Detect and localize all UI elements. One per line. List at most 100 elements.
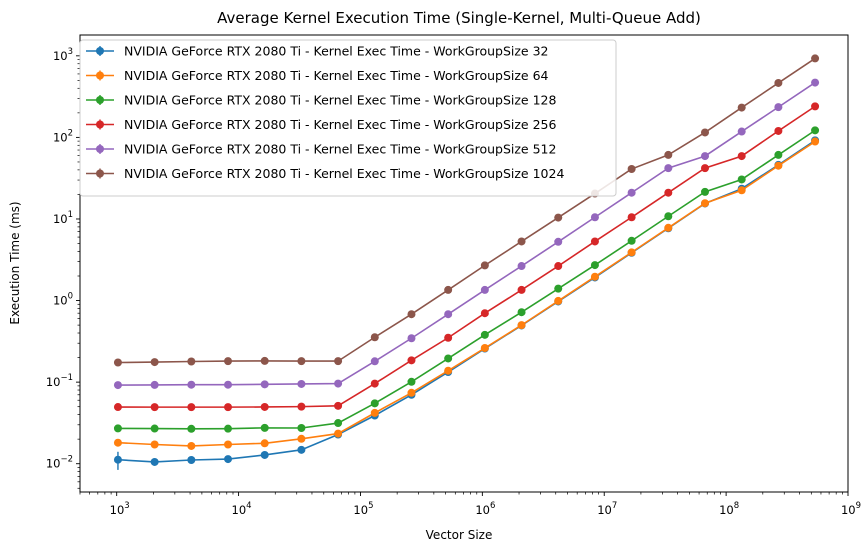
data-point bbox=[480, 344, 489, 353]
data-point bbox=[774, 78, 783, 87]
data-point bbox=[774, 103, 783, 112]
data-point bbox=[774, 161, 783, 170]
y-tick-label: 101 bbox=[53, 210, 73, 226]
y-tick-label: 10−1 bbox=[46, 373, 73, 389]
data-point bbox=[224, 403, 233, 412]
series-line bbox=[117, 105, 816, 408]
data-point bbox=[627, 164, 636, 173]
legend-entry-label: NVIDIA GeForce RTX 2080 Ti - Kernel Exec… bbox=[124, 68, 549, 83]
series-line bbox=[117, 81, 816, 386]
data-point bbox=[554, 213, 563, 222]
data-point bbox=[664, 223, 673, 232]
data-point bbox=[150, 440, 159, 449]
data-point bbox=[811, 102, 820, 111]
data-point bbox=[701, 128, 710, 137]
data-point bbox=[260, 380, 269, 389]
data-point bbox=[701, 152, 710, 161]
data-point bbox=[811, 54, 820, 63]
data-point bbox=[224, 424, 233, 433]
legend: NVIDIA GeForce RTX 2080 Ti - Kernel Exec… bbox=[79, 39, 617, 197]
series-3 bbox=[113, 126, 820, 433]
chart-title: Average Kernel Execution Time (Single-Ke… bbox=[217, 9, 701, 27]
data-point bbox=[407, 334, 416, 343]
data-point bbox=[811, 78, 820, 87]
y-tick-label: 102 bbox=[53, 128, 73, 144]
data-point bbox=[150, 457, 159, 466]
data-point bbox=[370, 333, 379, 342]
data-point bbox=[370, 357, 379, 366]
series-line bbox=[117, 129, 816, 430]
legend-marker bbox=[96, 120, 104, 129]
data-point bbox=[444, 354, 453, 363]
data-point bbox=[480, 285, 489, 294]
plot-frame bbox=[79, 34, 849, 493]
data-point bbox=[444, 366, 453, 375]
data-point bbox=[664, 150, 673, 159]
data-point bbox=[260, 356, 269, 365]
data-point bbox=[701, 187, 710, 196]
series-line bbox=[117, 140, 816, 447]
x-axis-label: Vector Size bbox=[426, 528, 493, 542]
data-point bbox=[150, 424, 159, 433]
data-point bbox=[113, 403, 122, 412]
series-layer bbox=[113, 54, 820, 470]
data-point bbox=[260, 439, 269, 448]
legend-entry-label: NVIDIA GeForce RTX 2080 Ti - Kernel Exec… bbox=[124, 166, 564, 181]
series-2 bbox=[113, 137, 820, 450]
y-tick-label: 103 bbox=[53, 47, 73, 63]
data-point bbox=[811, 126, 820, 135]
series-6 bbox=[113, 54, 820, 367]
data-point bbox=[701, 199, 710, 208]
x-tick-label: 105 bbox=[353, 501, 373, 517]
data-point bbox=[517, 237, 526, 246]
data-point bbox=[113, 438, 122, 447]
data-point bbox=[297, 445, 306, 454]
data-point bbox=[113, 358, 122, 367]
x-axis: 103 104 105 106 107 108 109 bbox=[79, 492, 861, 517]
data-point bbox=[334, 401, 343, 410]
data-point bbox=[224, 440, 233, 449]
data-point bbox=[297, 423, 306, 432]
data-point bbox=[334, 379, 343, 388]
data-point bbox=[297, 357, 306, 366]
data-point bbox=[554, 284, 563, 293]
data-point bbox=[407, 310, 416, 319]
data-point bbox=[407, 377, 416, 386]
data-point bbox=[480, 261, 489, 270]
data-point bbox=[664, 212, 673, 221]
data-point bbox=[370, 379, 379, 388]
data-point bbox=[444, 310, 453, 319]
data-point bbox=[811, 137, 820, 146]
data-point bbox=[187, 424, 196, 433]
data-point bbox=[554, 262, 563, 271]
data-point bbox=[370, 408, 379, 417]
data-point bbox=[517, 308, 526, 317]
data-point bbox=[590, 272, 599, 281]
data-point bbox=[187, 456, 196, 465]
data-point bbox=[664, 188, 673, 197]
data-point bbox=[480, 309, 489, 318]
legend-entry-label: NVIDIA GeForce RTX 2080 Ti - Kernel Exec… bbox=[124, 117, 556, 132]
y-axis-label: Execution Time (ms) bbox=[8, 201, 22, 324]
data-point bbox=[224, 455, 233, 464]
data-point bbox=[627, 213, 636, 222]
data-point bbox=[187, 403, 196, 412]
data-point bbox=[297, 434, 306, 443]
series-4 bbox=[113, 102, 820, 412]
data-point bbox=[590, 261, 599, 270]
x-tick-label: 108 bbox=[719, 501, 739, 517]
legend-entry-label: NVIDIA GeForce RTX 2080 Ti - Kernel Exec… bbox=[124, 44, 549, 59]
data-point bbox=[554, 296, 563, 305]
data-point bbox=[260, 402, 269, 411]
data-point bbox=[224, 380, 233, 389]
data-point bbox=[334, 419, 343, 428]
legend-marker bbox=[96, 96, 104, 104]
data-point bbox=[737, 186, 746, 195]
data-point bbox=[517, 285, 526, 294]
data-point bbox=[737, 103, 746, 112]
data-point bbox=[701, 164, 710, 173]
x-tick-label: 106 bbox=[475, 501, 495, 517]
data-point bbox=[517, 321, 526, 330]
data-point bbox=[664, 164, 673, 173]
data-point bbox=[297, 379, 306, 388]
